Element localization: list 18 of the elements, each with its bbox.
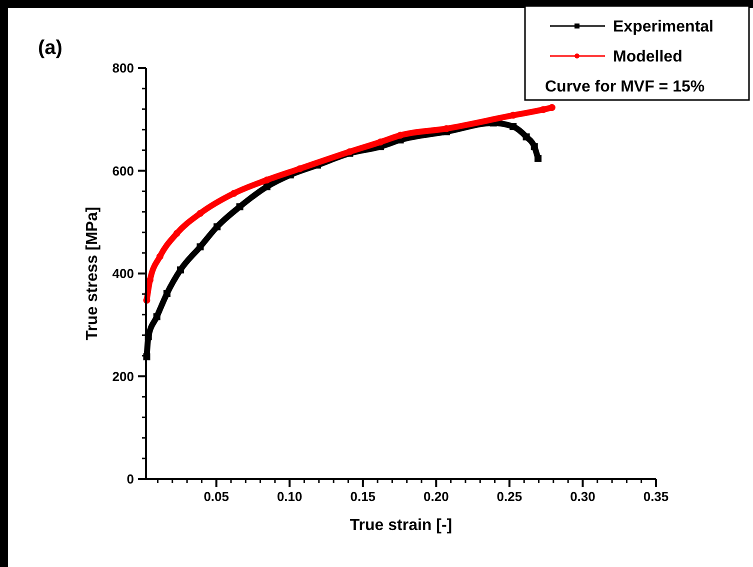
x-tick-label: 0.35	[643, 489, 669, 504]
y-tick-label: 0	[126, 472, 134, 487]
x-tick-label: 0.25	[496, 489, 522, 504]
y-tick-label: 400	[112, 266, 134, 282]
text: (a)	[38, 37, 62, 59]
legend-title: Curve for MVF = 15%	[545, 78, 705, 96]
legend-label: Modelled	[613, 48, 682, 66]
x-axis-title: True strain [-]	[350, 517, 452, 534]
x-tick-label: 0.15	[350, 489, 376, 504]
y-tick-label: 200	[112, 368, 134, 384]
y-axis-title: True stress [MPa]	[84, 206, 101, 340]
x-tick-label: 0.10	[276, 489, 302, 504]
legend-label: Experimental	[613, 18, 714, 36]
y-tick-label: 800	[112, 60, 134, 76]
x-tick-label: 0.30	[570, 489, 596, 504]
x-tick-label: 0.20	[424, 489, 449, 504]
x-tick-label: 0.05	[204, 489, 229, 504]
y-tick-label: 600	[112, 163, 134, 178]
